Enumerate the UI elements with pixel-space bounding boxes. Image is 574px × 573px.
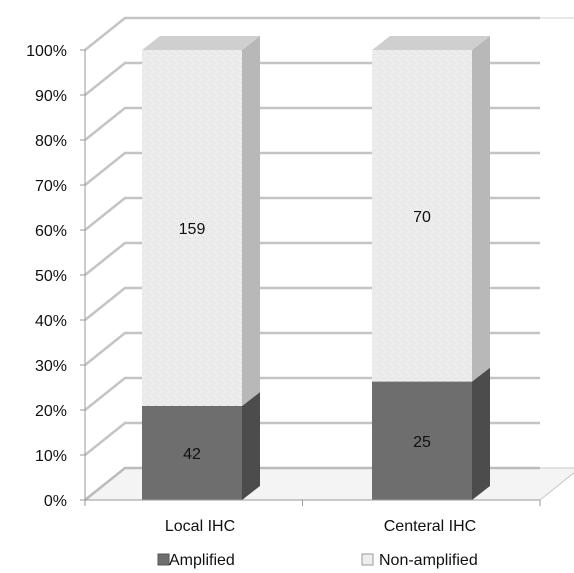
legend-label: Non-amplified [379,552,478,569]
bar-side-non-amplified [242,36,260,406]
legend-label: Amplified [169,552,235,569]
bar-top [142,36,260,50]
data-label: 70 [413,209,431,226]
y-tick-label: 70% [35,178,67,195]
x-axis: Local IHC Centeral IHC [84,499,541,535]
x-tick-label: Centeral IHC [384,518,476,535]
y-tick-label: 50% [35,268,67,285]
legend: Amplified Non-amplified [157,552,478,569]
y-tick-label: 20% [35,403,67,420]
bar-segment-amplified [142,405,242,500]
legend-swatch-amplified [157,553,170,566]
bar-top [372,36,490,50]
bar-segment-non-amplified [372,50,472,382]
bar-side-amplified [242,391,260,500]
y-axis: 0% 10% 20% 30% 40% 50% 60% 70% 80% 90% 100% [26,43,86,510]
y-tick-label: 30% [35,358,67,375]
y-tick-label: 40% [35,313,67,330]
data-label: 25 [413,434,431,451]
y-tick-label: 0% [44,493,67,510]
y-tick-label: 90% [35,88,67,105]
bar-side-amplified [472,367,490,500]
y-tick-label: 80% [35,133,67,150]
y-tick-label: 100% [26,43,67,60]
bar-segment-non-amplified [142,50,242,406]
y-tick-label: 10% [35,448,67,465]
legend-swatch-non-amplified [361,553,374,566]
gridline [84,16,540,51]
x-tick-label: Local IHC [165,518,235,535]
data-label: 159 [179,221,206,238]
bar-side-non-amplified [472,36,490,382]
bar-segment-amplified [372,381,472,500]
data-label: 42 [183,446,201,463]
y-tick-label: 60% [35,223,67,240]
bars: 42 159 25 70 [142,36,490,500]
